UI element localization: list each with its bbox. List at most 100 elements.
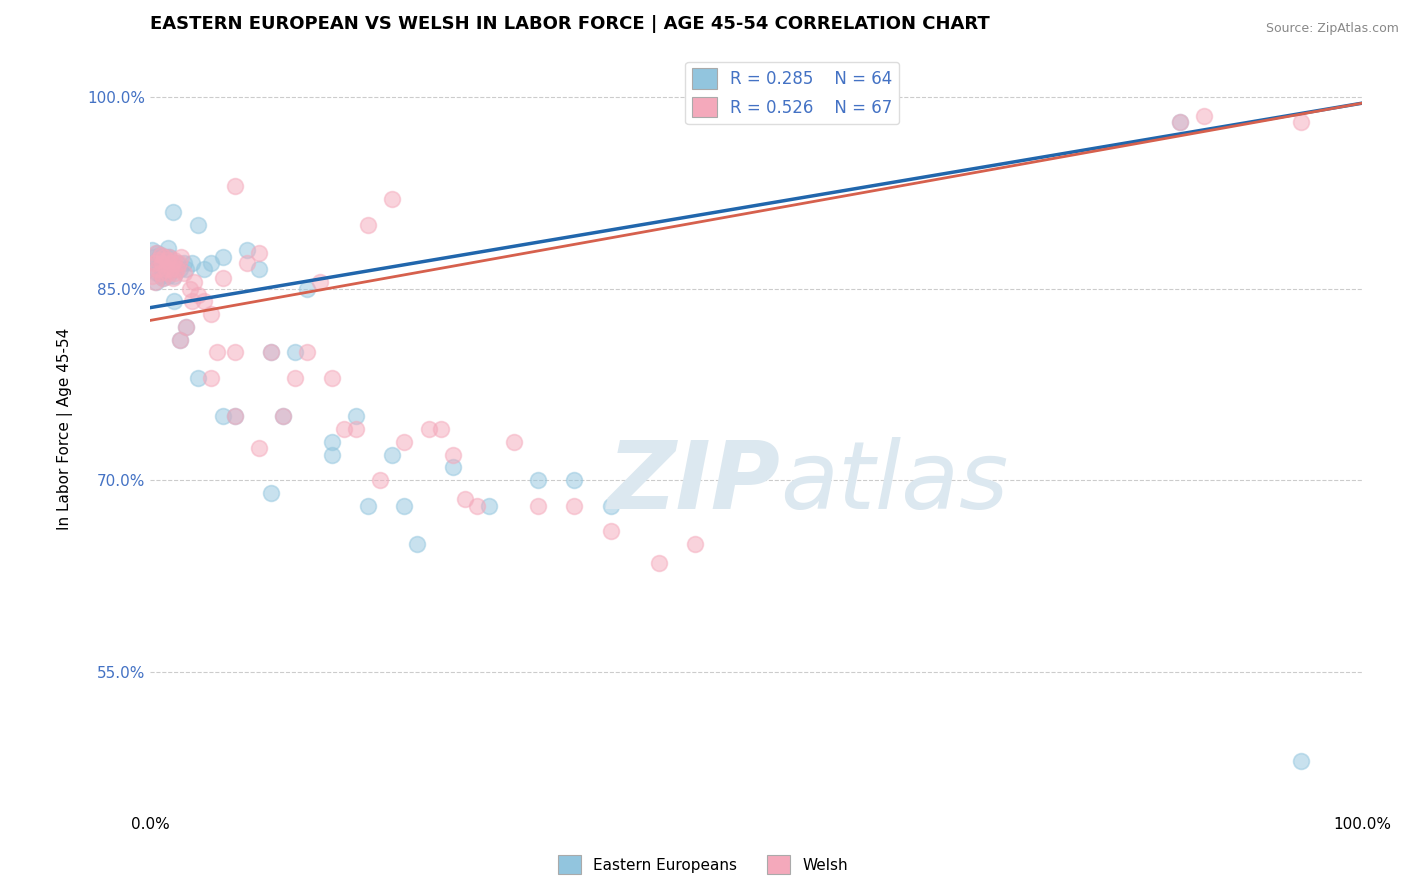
Point [162, 204, 184, 219]
Point [368, 473, 391, 487]
Point [155, 262, 177, 277]
Point [166, 262, 188, 277]
Point [148, 253, 170, 268]
Legend: R = 0.285    N = 64, R = 0.526    N = 67: R = 0.285 N = 64, R = 0.526 N = 67 [685, 62, 900, 124]
Y-axis label: In Labor Force | Age 45-54: In Labor Force | Age 45-54 [58, 328, 73, 530]
Point [152, 256, 174, 270]
Point [153, 250, 176, 264]
Point [143, 256, 166, 270]
Point [1168, 115, 1191, 129]
Point [156, 256, 179, 270]
Point [169, 333, 191, 347]
Point [141, 243, 163, 257]
Point [599, 524, 621, 539]
Point [149, 248, 172, 262]
Point [187, 218, 209, 232]
Point [502, 434, 524, 449]
Point [224, 179, 246, 194]
Point [145, 262, 167, 277]
Point [357, 218, 380, 232]
Text: Source: ZipAtlas.com: Source: ZipAtlas.com [1265, 22, 1399, 36]
Point [187, 371, 209, 385]
Point [236, 256, 259, 270]
Point [454, 492, 477, 507]
Point [169, 262, 191, 277]
Point [146, 266, 169, 280]
Point [562, 473, 585, 487]
Point [478, 499, 501, 513]
Point [150, 256, 173, 270]
Point [333, 422, 356, 436]
Point [224, 409, 246, 424]
Point [157, 250, 180, 264]
Point [173, 256, 195, 270]
Point [155, 250, 177, 264]
Point [160, 256, 183, 270]
Point [143, 275, 166, 289]
Point [148, 253, 170, 268]
Point [465, 499, 488, 513]
Point [1168, 115, 1191, 129]
Point [200, 371, 222, 385]
Point [394, 434, 416, 449]
Text: ZIP: ZIP [607, 437, 780, 529]
Point [149, 268, 172, 283]
Text: EASTERN EUROPEAN VS WELSH IN LABOR FORCE | AGE 45-54 CORRELATION CHART: EASTERN EUROPEAN VS WELSH IN LABOR FORCE… [150, 15, 990, 33]
Point [224, 409, 246, 424]
Point [173, 266, 195, 280]
Point [224, 345, 246, 359]
Point [344, 422, 367, 436]
Point [156, 253, 179, 268]
Point [685, 537, 707, 551]
Point [260, 345, 283, 359]
Point [562, 499, 585, 513]
Point [157, 250, 180, 264]
Point [165, 266, 187, 280]
Point [193, 262, 215, 277]
Point [1291, 115, 1313, 129]
Point [321, 371, 343, 385]
Point [163, 253, 186, 268]
Point [211, 409, 233, 424]
Point [153, 253, 176, 268]
Point [260, 486, 283, 500]
Point [308, 275, 330, 289]
Point [166, 256, 188, 270]
Point [321, 448, 343, 462]
Point [284, 371, 307, 385]
Point [157, 268, 180, 283]
Text: atlas: atlas [780, 437, 1008, 528]
Point [187, 288, 209, 302]
Point [200, 256, 222, 270]
Point [405, 537, 427, 551]
Point [271, 409, 294, 424]
Point [149, 259, 172, 273]
Point [163, 268, 186, 283]
Point [149, 248, 172, 262]
Point [271, 409, 294, 424]
Legend: Eastern Europeans, Welsh: Eastern Europeans, Welsh [551, 849, 855, 880]
Point [141, 268, 163, 283]
Point [418, 422, 440, 436]
Point [159, 262, 181, 277]
Point [145, 245, 167, 260]
Point [211, 250, 233, 264]
Point [152, 271, 174, 285]
Point [441, 460, 464, 475]
Point [297, 345, 319, 359]
Point [153, 266, 176, 280]
Point [146, 245, 169, 260]
Point [157, 241, 180, 255]
Point [149, 256, 172, 270]
Point [159, 256, 181, 270]
Point [236, 243, 259, 257]
Point [284, 345, 307, 359]
Point [174, 319, 197, 334]
Point [247, 245, 270, 260]
Point [149, 266, 172, 280]
Point [193, 294, 215, 309]
Point [163, 294, 186, 309]
Point [181, 294, 204, 309]
Point [167, 256, 190, 270]
Point [648, 557, 671, 571]
